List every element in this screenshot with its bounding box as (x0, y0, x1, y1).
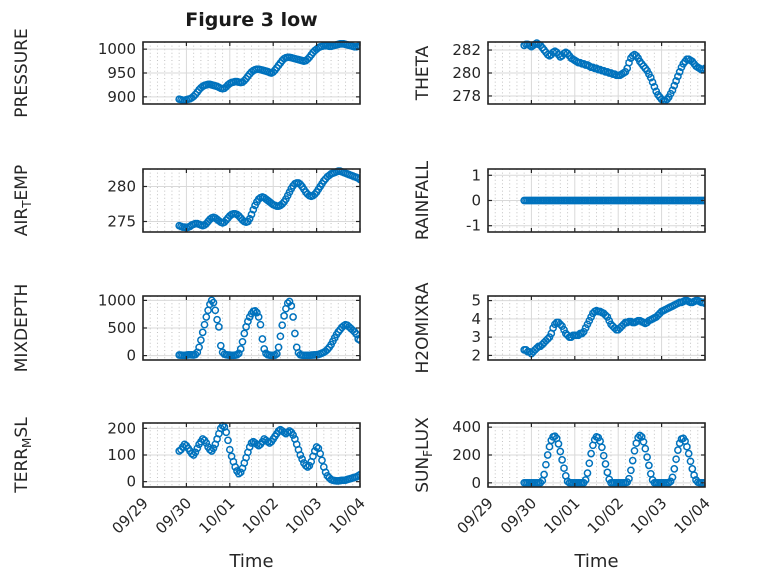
y-axis-label: PRESSURE (12, 28, 32, 117)
x-tick-label: 10/03 (627, 494, 670, 537)
y-tick-label: 275 (107, 213, 136, 231)
x-tick-label: 09/30 (497, 494, 540, 537)
x-tick-label: 09/29 (454, 494, 497, 537)
y-tick-label: 500 (107, 319, 136, 337)
y-tick-label: 280 (452, 64, 481, 82)
y-tick-label: 0 (126, 347, 136, 365)
y-tick-label: 200 (452, 446, 481, 464)
y-tick-label: 278 (452, 87, 481, 105)
y-tick-label: 2 (471, 346, 481, 364)
y-axis-label: RAINFALL (413, 160, 433, 240)
y-axis-label: THETA (413, 45, 433, 101)
y-tick-label: 1000 (98, 291, 136, 309)
y-tick-label: 3 (471, 328, 481, 346)
y-tick-label: -1 (466, 217, 481, 235)
y-tick-label: 400 (452, 418, 481, 436)
y-tick-label: 200 (107, 419, 136, 437)
y-axis-label: AIRTEMP (12, 165, 34, 236)
y-axis-label: SUNFLUX (413, 417, 435, 493)
x-tick-label: 10/01 (540, 494, 583, 537)
y-tick-label: 100 (107, 446, 136, 464)
figure-title: Figure 3 low (185, 9, 318, 31)
y-tick-label: 950 (107, 64, 136, 82)
y-tick-label: 5 (471, 292, 481, 310)
y-tick-label: 282 (452, 41, 481, 59)
y-axis-label: TERRMSL (12, 417, 34, 494)
y-tick-label: 0 (471, 192, 481, 210)
x-tick-label: 10/02 (584, 494, 627, 537)
y-tick-label: 1000 (98, 40, 136, 58)
y-tick-label: 0 (471, 474, 481, 492)
y-axis-label: MIXDEPTH (12, 284, 32, 373)
x-axis-label-left: Time (229, 551, 274, 572)
x-tick-label: 10/04 (671, 494, 714, 537)
y-tick-label: 1 (471, 166, 481, 184)
y-tick-label: 280 (107, 178, 136, 196)
y-tick-label: 4 (471, 310, 481, 328)
y-tick-label: 900 (107, 88, 136, 106)
x-axis-label-right: Time (574, 551, 619, 572)
y-tick-label: 0 (126, 473, 136, 491)
y-axis-label: H2OMIXRA (413, 282, 433, 373)
